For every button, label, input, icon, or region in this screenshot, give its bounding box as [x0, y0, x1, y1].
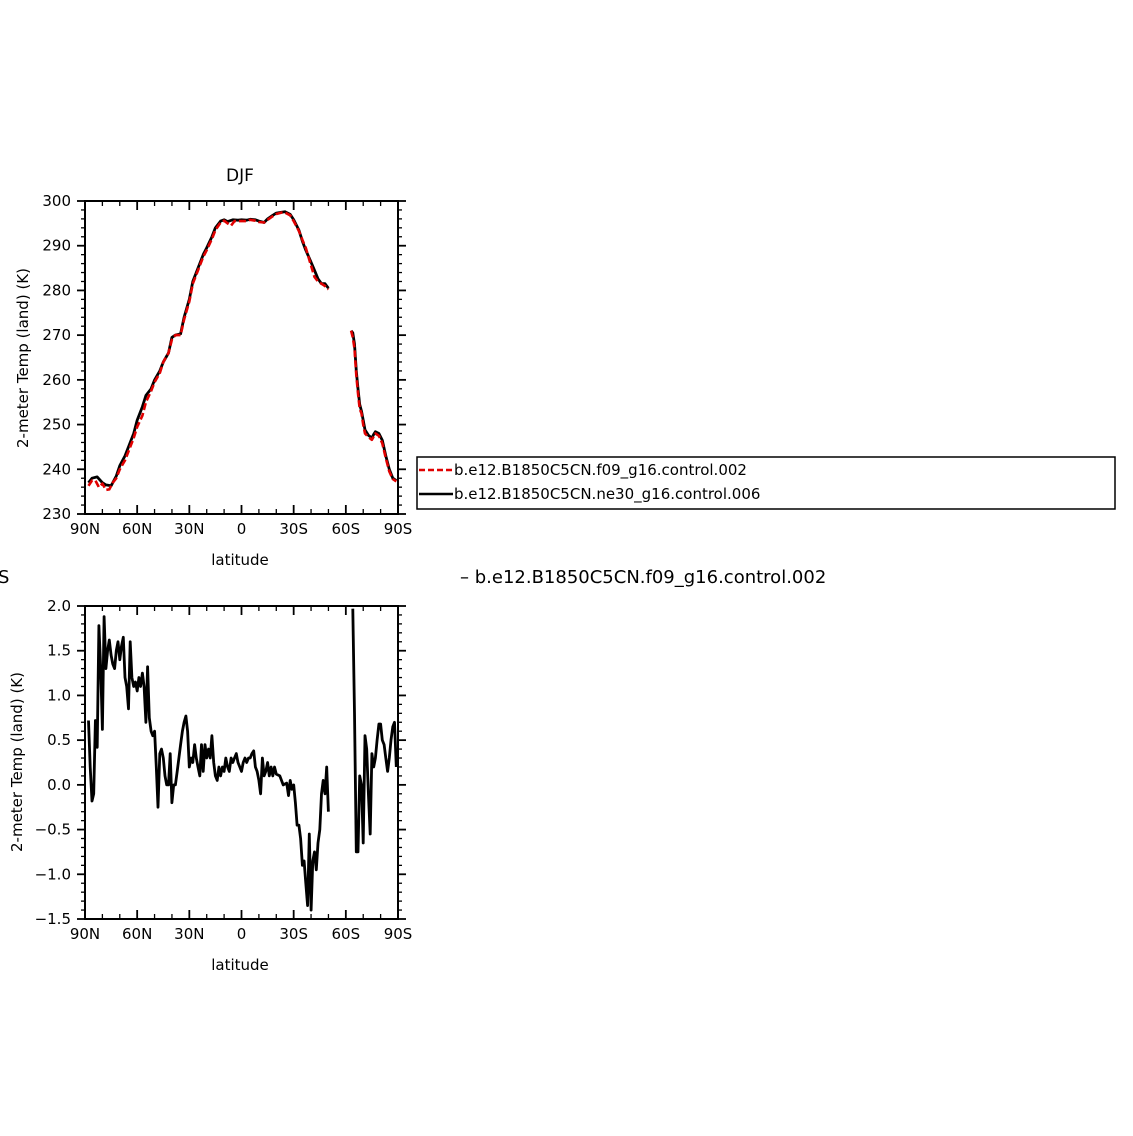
bottom-panel: 90N 60N 30N 0 30S 60S 90S −1.5 −1.0 −0.5 0.0 0.5 1.0… [8, 597, 412, 974]
top-x-tick-label: 60N [122, 520, 152, 538]
top-series-0-line-1 [349, 329, 398, 482]
bottom-panel-series [87, 608, 398, 912]
top-x-tick-label: 60S [332, 520, 361, 538]
bottom-y-tick-label: 2.0 [47, 597, 71, 615]
bottom-y-tick-label: 1.0 [47, 686, 71, 704]
top-y-tick-label: 260 [42, 371, 71, 389]
top-series-1-line-1 [349, 330, 398, 483]
top-y-axis-label: 2-meter Temp (land) (K) [14, 268, 32, 448]
diff-title-fragment: S [0, 567, 9, 588]
bottom-y-tick-label: 1.5 [47, 642, 71, 660]
top-x-tick-label: 90S [384, 520, 413, 538]
top-series-0-line-0 [87, 210, 330, 488]
bottom-x-tick-label: 30N [174, 925, 204, 943]
bottom-x-tick-label: 0 [237, 925, 247, 943]
legend-entry-0: b.e12.B1850C5CN.f09_g16.control.002 [454, 461, 747, 480]
legend-box [416, 456, 1116, 510]
bottom-panel-axes: 90N 60N 30N 0 30S 60S 90S −1.5 −1.0 −0.5 0.0 0.5 1.0… [35, 597, 413, 943]
bottom-y-tick-label: 0.0 [47, 776, 71, 794]
top-panel-title: DJF [226, 166, 254, 186]
top-panel-series [87, 210, 398, 492]
bottom-y-tick-label: −0.5 [35, 821, 71, 839]
legend: b.e12.B1850C5CN.f09_g16.control.002 b.e1… [416, 456, 1116, 510]
bottom-y-tick-label: −1.5 [35, 910, 71, 928]
top-y-tick-label: 280 [42, 281, 71, 299]
top-x-tick-label: 0 [237, 520, 247, 538]
top-x-axis-label: latitude [211, 551, 269, 569]
bottom-x-axis-label: latitude [211, 956, 269, 974]
bottom-x-tick-label: 90N [70, 925, 100, 943]
top-panel-axes: 90N 60N 30N 0 30S 60S 90S 230 240 250 260 270 280 290… [42, 192, 412, 538]
top-panel: DJF 90N 60N 30N 0 30S 60S 90S 230 240 250 260 270 28… [14, 166, 412, 569]
top-x-tick-label: 90N [70, 520, 100, 538]
bottom-series-0-line-1 [351, 608, 398, 854]
bottom-y-axis-label: 2-meter Temp (land) (K) [8, 672, 26, 852]
bottom-x-tick-label: 60S [332, 925, 361, 943]
bottom-y-tick-label: 0.5 [47, 731, 71, 749]
top-y-tick-label: 240 [42, 460, 71, 478]
legend-entry-1: b.e12.B1850C5CN.ne30_g16.control.006 [454, 485, 760, 504]
top-y-tick-label: 270 [42, 326, 71, 344]
top-y-tick-label: 230 [42, 505, 71, 523]
top-series-1-line-0 [87, 211, 330, 492]
bottom-y-tick-label: −1.0 [35, 865, 71, 883]
diff-title: – b.e12.B1850C5CN.f09_g16.control.002 [460, 567, 826, 588]
top-y-tick-label: 300 [42, 192, 71, 210]
top-plot-frame [84, 200, 399, 515]
top-y-tick-label: 250 [42, 416, 71, 434]
bottom-x-tick-label: 30S [279, 925, 308, 943]
bottom-x-tick-label: 60N [122, 925, 152, 943]
bottom-x-tick-label: 90S [384, 925, 413, 943]
top-x-tick-label: 30S [279, 520, 308, 538]
top-x-tick-label: 30N [174, 520, 204, 538]
bottom-series-0-line-0 [87, 615, 330, 912]
top-y-tick-label: 290 [42, 237, 71, 255]
